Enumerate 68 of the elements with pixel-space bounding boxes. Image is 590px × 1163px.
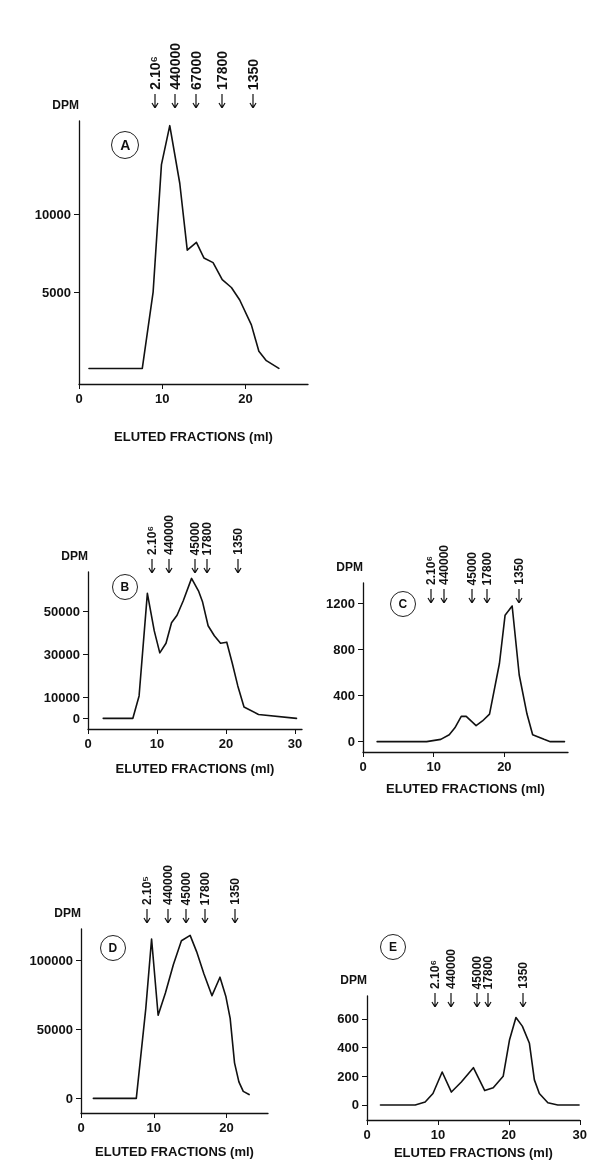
x-tick-label: 10 xyxy=(146,1120,161,1135)
y-tick-label: 30000 xyxy=(43,646,80,662)
text: 1350 xyxy=(516,962,531,989)
annotation: 2.10⁶ xyxy=(424,556,439,585)
text: 1350 xyxy=(245,58,262,90)
text: 2.10⁶ xyxy=(146,56,163,90)
y-tick-label: 0 xyxy=(72,710,80,726)
y-tick-label: 0 xyxy=(65,1090,73,1106)
annotation: 1350 xyxy=(512,558,527,585)
y-tick-label: 400 xyxy=(337,1040,359,1056)
x-axis-title: ELUTED FRACTIONS (ml) xyxy=(95,1144,254,1159)
x-axis-title: ELUTED FRACTIONS (ml) xyxy=(386,781,545,796)
x-tick-label: 20 xyxy=(218,736,234,751)
line-series xyxy=(88,124,280,370)
x-tick-label: 20 xyxy=(497,759,512,774)
y-tick-label: 50000 xyxy=(43,604,80,620)
annotation: 45000 xyxy=(464,551,479,585)
y-axis-title: DPM xyxy=(61,549,88,563)
text: 17800 xyxy=(199,521,214,555)
x-tick-label: 0 xyxy=(84,736,92,751)
text: 440000 xyxy=(160,864,175,905)
x-tick-label: 20 xyxy=(238,391,253,406)
x-axis-title: ELUTED FRACTIONS (ml) xyxy=(115,761,275,776)
x-tick-label: 10 xyxy=(155,391,170,406)
text: 440000 xyxy=(166,43,183,90)
y-tick-label: 200 xyxy=(337,1068,359,1084)
y-tick-label: 400 xyxy=(333,688,355,704)
annotation: 440000 xyxy=(437,544,452,585)
x-axis-title: ELUTED FRACTIONS (ml) xyxy=(393,1145,553,1160)
line-series xyxy=(102,577,298,720)
text: 2.10⁶ xyxy=(427,960,442,989)
x-tick-label: 30 xyxy=(287,736,303,751)
y-tick-label: 1200 xyxy=(326,596,355,612)
x-tick-label: 10 xyxy=(426,759,441,774)
text: 17800 xyxy=(481,955,496,989)
text: 2.10⁵ xyxy=(140,876,155,905)
y-tick-label: 10000 xyxy=(43,689,80,705)
y-axis-title: DPM xyxy=(336,560,363,574)
line-series xyxy=(379,1016,580,1106)
y-tick-label: 0 xyxy=(351,1097,359,1113)
y-axis-title: DPM xyxy=(340,973,367,987)
text: 1350 xyxy=(227,878,242,905)
y-axis-title: DPM xyxy=(54,906,81,920)
x-tick-label: 10 xyxy=(149,736,165,751)
text: 45000 xyxy=(188,521,202,555)
text: 17800 xyxy=(198,871,213,905)
y-axis-title: DPM xyxy=(52,98,79,112)
x-tick-label: 10 xyxy=(430,1127,446,1142)
x-tick-label: 20 xyxy=(501,1127,517,1142)
y-tick-label: 50000 xyxy=(36,1022,73,1038)
y-tick-label: 800 xyxy=(333,642,355,658)
x-tick-label: 0 xyxy=(363,1127,371,1142)
text: 2.10⁶ xyxy=(145,526,160,555)
annotation: 17800 xyxy=(480,551,495,585)
y-tick-label: 10000 xyxy=(34,206,71,222)
y-tick-label: 100000 xyxy=(29,953,73,969)
y-tick-label: 5000 xyxy=(42,284,71,300)
text: 45000 xyxy=(178,871,193,905)
x-tick-label: 20 xyxy=(219,1120,234,1135)
text: 17800 xyxy=(214,51,231,90)
text: 440000 xyxy=(443,948,458,989)
x-axis-title: ELUTED FRACTIONS (ml) xyxy=(114,429,273,444)
line-series xyxy=(92,934,250,1100)
text: 440000 xyxy=(161,514,176,555)
x-tick-label: 30 xyxy=(572,1127,587,1142)
text: 1350 xyxy=(230,528,245,555)
text: 67000 xyxy=(187,51,204,90)
y-tick-label: 600 xyxy=(337,1011,359,1027)
